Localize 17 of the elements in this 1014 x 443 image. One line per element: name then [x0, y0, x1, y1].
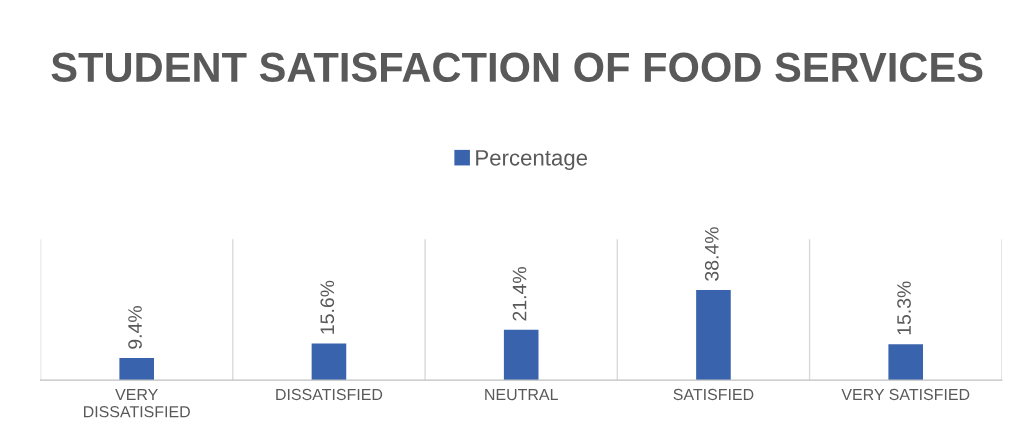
x-tick-label: VERY DISSATISFIED: [84, 389, 190, 418]
x-tick-label: SATISFIED: [673, 388, 754, 401]
data-label: 9.4%: [128, 306, 142, 349]
data-label: 15.6%: [320, 280, 335, 334]
bar: [696, 289, 731, 381]
x-tick-label: DISSATISFIED: [276, 388, 383, 401]
bar: [119, 358, 154, 381]
data-label: 15.3%: [897, 281, 911, 335]
data-label: 21.4%: [512, 267, 527, 321]
chart-title: STUDENT SATISFACTION OF FOOD SERVICES: [51, 52, 983, 83]
x-tick-label: VERY SATISFIED: [841, 388, 970, 401]
bar: [888, 344, 924, 381]
x-tick-label: NEUTRAL: [485, 389, 558, 401]
legend-label: Percentage: [476, 150, 588, 171]
bar: [311, 343, 347, 381]
data-label: 38.4%: [704, 227, 719, 281]
bar: [503, 329, 539, 381]
